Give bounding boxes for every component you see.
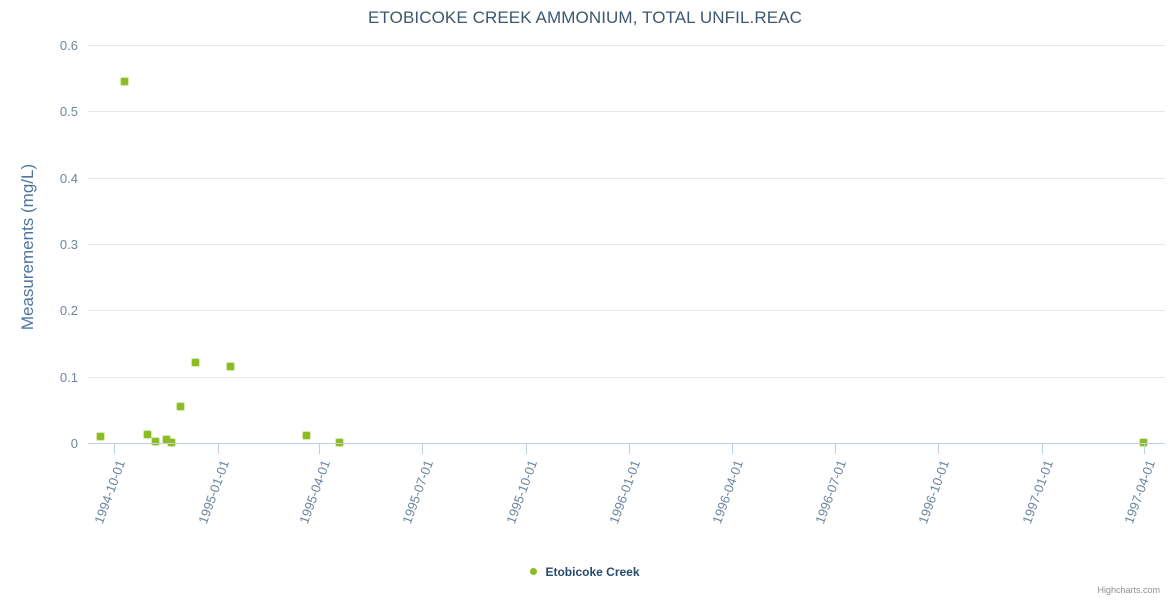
x-axis-tick-mark: [421, 444, 423, 454]
data-point[interactable]: [191, 358, 199, 366]
x-axis-tick-mark: [319, 444, 321, 454]
x-axis-tick-label: 1996-07-01: [811, 458, 849, 526]
plot-area: [88, 45, 1165, 446]
y-axis-tick-label: 0.6: [59, 38, 78, 53]
x-axis-tick-mark: [1042, 444, 1044, 454]
y-axis-title: Measurements (mg/L): [18, 163, 37, 331]
x-axis-tick-mark: [1143, 444, 1145, 454]
credits-label[interactable]: Highcharts.com: [1097, 585, 1160, 595]
data-point[interactable]: [144, 430, 152, 438]
x-axis-tick-mark: [217, 444, 219, 454]
y-axis-tick-label: 0.2: [59, 303, 78, 319]
legend-item-label: Etobicoke Creek: [545, 565, 640, 579]
x-axis-tick-mark: [938, 444, 940, 454]
x-axis-tick-label: 1996-10-01: [915, 458, 953, 526]
y-axis-tick-label: 0.3: [59, 237, 78, 252]
chart-title: ETOBICOKE CREEK AMMONIUM, TOTAL UNFIL.RE…: [368, 8, 802, 27]
data-point[interactable]: [152, 438, 160, 446]
gridline: [88, 177, 1165, 179]
chart-legend: Etobicoke Creek: [0, 563, 1170, 581]
gridline: [88, 310, 1165, 312]
x-axis-tick-label: 1996-04-01: [709, 458, 747, 526]
x-axis-tick-label: 1995-01-01: [194, 458, 232, 526]
data-point[interactable]: [120, 77, 128, 85]
x-axis-tick-label: 1997-01-01: [1019, 458, 1057, 526]
x-axis-tick-mark: [525, 444, 527, 454]
chart-container: ETOBICOKE CREEK AMMONIUM, TOTAL UNFIL.RE…: [0, 8, 1170, 595]
x-axis-tick-label: 1995-04-01: [296, 458, 334, 526]
y-axis-tick-label: 0: [70, 436, 78, 451]
y-axis-tick-label: 0.5: [59, 104, 78, 120]
gridline: [88, 45, 1165, 46]
data-point[interactable]: [226, 363, 234, 371]
data-point[interactable]: [303, 432, 311, 440]
gridline: [88, 111, 1165, 113]
x-axis-tick-label: 1996-01-01: [606, 458, 644, 526]
legend-item-etobicoke-creek[interactable]: Etobicoke Creek: [530, 565, 640, 579]
data-point[interactable]: [163, 436, 171, 444]
data-point[interactable]: [1140, 438, 1148, 446]
data-point[interactable]: [335, 438, 343, 446]
legend-marker-icon: [530, 568, 538, 575]
y-axis-tick-label: 0.1: [59, 369, 78, 385]
x-axis-tick-mark: [731, 444, 733, 454]
x-axis-tick-mark: [629, 444, 631, 454]
x-axis-tick-mark: [834, 444, 836, 454]
data-point[interactable]: [167, 438, 175, 446]
x-axis-tick-label: 1994-10-01: [91, 458, 129, 526]
x-axis-tick-label: 1995-10-01: [502, 458, 540, 526]
gridline: [88, 376, 1165, 378]
data-point[interactable]: [96, 432, 104, 440]
x-axis-tick-label: 1995-07-01: [399, 458, 436, 526]
y-axis-tick-label: 0.4: [59, 170, 78, 186]
x-axis-tick-mark: [113, 444, 115, 454]
x-axis-line: [88, 443, 1165, 444]
data-point[interactable]: [176, 403, 184, 411]
gridline: [88, 244, 1165, 245]
